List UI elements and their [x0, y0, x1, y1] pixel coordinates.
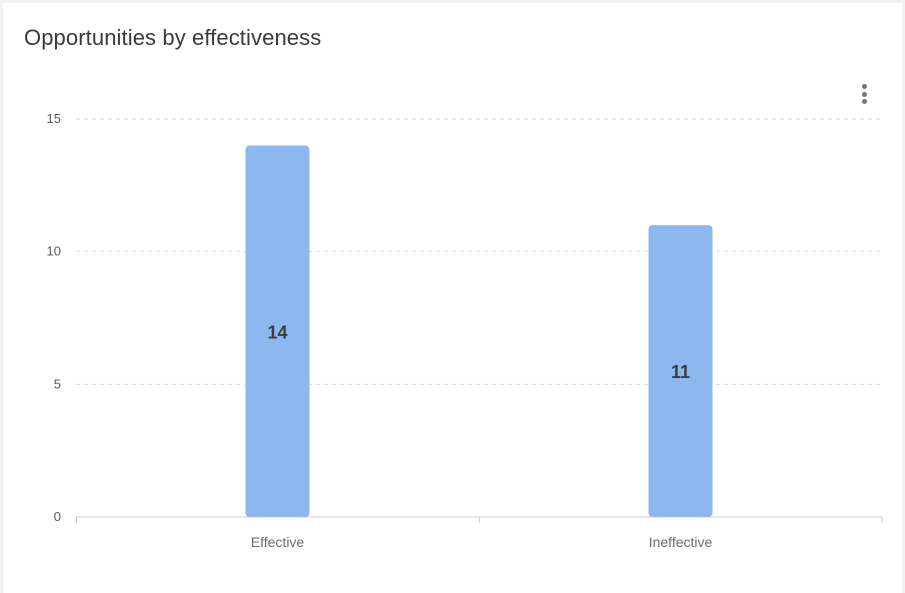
kebab-dot — [861, 91, 867, 97]
more-options-icon[interactable] — [853, 81, 875, 107]
x-category-label: Effective — [251, 534, 305, 550]
x-category-label: Ineffective — [649, 534, 713, 550]
chart-card: Opportunities by effectiveness — [3, 3, 902, 593]
y-tick-label: 5 — [54, 376, 61, 391]
bar-ineffective — [648, 225, 713, 517]
y-tick-label: 0 — [54, 509, 61, 524]
bar-value-label: 14 — [267, 322, 287, 342]
y-tick-label: 15 — [47, 111, 61, 126]
bar-effective — [245, 145, 310, 518]
kebab-dot — [861, 99, 867, 104]
chart-title: Opportunities by effectiveness — [24, 25, 322, 50]
kebab-dot — [861, 84, 867, 89]
bar-value-label: 11 — [671, 362, 690, 382]
y-tick-label: 10 — [47, 244, 61, 259]
